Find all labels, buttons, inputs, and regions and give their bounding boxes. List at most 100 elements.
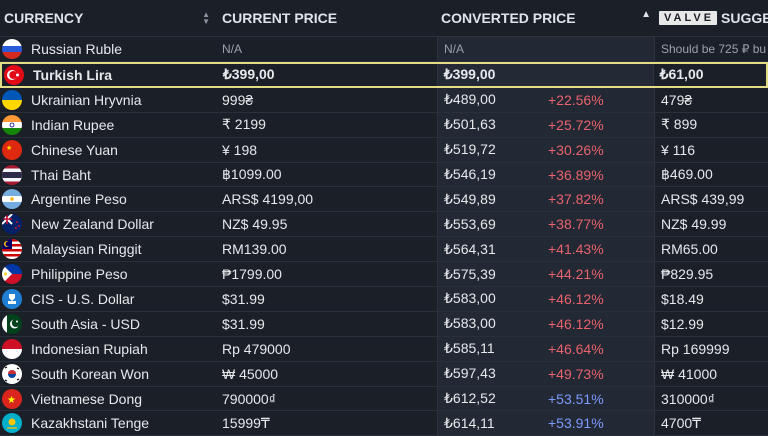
- converted-price-cell: ₺585,11 +46.64%: [437, 336, 655, 361]
- suggested-price-cell: ₱829.95: [661, 266, 714, 283]
- suggested-price-cell: 310000₫: [661, 390, 715, 407]
- converted-price-cell: ₺612,52 +53.51%: [437, 386, 655, 411]
- currency-cell: Philippine Peso: [0, 262, 218, 286]
- converted-price-cell: ₺583,00 +46.12%: [437, 287, 655, 311]
- column-header-label: SUGGE: [721, 10, 768, 26]
- currency-name: Vietnamese Dong: [31, 390, 143, 407]
- current-price-cell: ₩ 45000: [222, 365, 279, 382]
- column-header-current-price[interactable]: CURRENT PRICE: [218, 0, 437, 36]
- cis-flag-icon: [2, 288, 22, 309]
- price-difference: +46.64%: [548, 340, 604, 357]
- price-difference: +41.43%: [548, 241, 604, 258]
- new-zealand-flag-icon: [2, 214, 22, 235]
- price-difference: +46.12%: [548, 290, 604, 307]
- table-header: CURRENCY ▲ ▼ CURRENT PRICE CONVERTED PRIC…: [0, 0, 768, 37]
- current-price-cell: Rp 479000: [222, 340, 291, 357]
- converted-price-cell: N/A: [437, 37, 655, 61]
- converted-price-cell: ₺399,00: [436, 63, 654, 86]
- converted-price: ₺614,11: [444, 414, 495, 431]
- converted-price-cell: ₺597,43 +49.73%: [437, 361, 655, 386]
- suggested-price-cell: ₹ 899: [661, 116, 698, 133]
- table-row[interactable]: Ukrainian Hryvnia 999₴ ₺489,00 +22.56% 47…: [0, 87, 768, 113]
- current-price-cell: RM139.00: [222, 241, 287, 258]
- table-row[interactable]: Thai Baht ฿1099.00 ₺546,19 +36.89% ฿469.0…: [0, 162, 768, 188]
- suggested-price-cell: ฿469.00: [661, 166, 713, 182]
- price-difference: +25.72%: [548, 116, 604, 133]
- price-difference: +37.82%: [548, 191, 604, 208]
- converted-price: ₺549,89: [444, 190, 496, 207]
- converted-price-cell: ₺583,00 +46.12%: [437, 311, 655, 336]
- current-price-cell: $31.99: [222, 315, 265, 332]
- converted-price: ₺546,19: [444, 166, 496, 182]
- suggested-price-cell: RM65.00: [661, 241, 718, 258]
- table-row[interactable]: Malaysian Ringgit RM139.00 ₺564,31 +41.43…: [0, 237, 768, 263]
- currency-cell: Thai Baht: [0, 163, 218, 187]
- indonesia-flag-icon: [2, 338, 22, 359]
- currency-name: Kazakhstani Tenge: [31, 415, 150, 432]
- currency-name: Indonesian Rupiah: [31, 340, 148, 357]
- table-row[interactable]: New Zealand Dollar NZ$ 49.95 ₺553,69 +38.…: [0, 212, 768, 238]
- india-flag-icon: [2, 114, 22, 135]
- pakistan-flag-icon: [2, 313, 22, 334]
- suggested-price-cell: $12.99: [661, 315, 704, 332]
- kazakhstan-flag-icon: [2, 413, 22, 434]
- table-row[interactable]: ★ Vietnamese Dong 790000₫ ₺612,52 +53.51%…: [0, 386, 768, 412]
- converted-price: ₺501,63: [444, 116, 496, 133]
- converted-price: ₺583,00: [444, 290, 496, 307]
- table-row[interactable]: Russian Ruble N/A N/A Should be 725 ₽ bu: [0, 37, 768, 62]
- table-row[interactable]: ★ Chinese Yuan ¥ 198 ₺519,72 +30.26% ¥ 11…: [0, 137, 768, 163]
- current-price-cell: $31.99: [222, 290, 265, 307]
- converted-price: ₺399,00: [443, 66, 496, 83]
- table-row[interactable]: Argentine Peso ARS$ 4199,00 ₺549,89 +37.8…: [0, 187, 768, 213]
- table-row[interactable]: CIS - U.S. Dollar $31.99 ₺583,00 +46.12% …: [0, 287, 768, 312]
- price-difference: +53.91%: [548, 415, 604, 432]
- converted-price: ₺519,72: [444, 141, 496, 158]
- currency-name: Malaysian Ringgit: [31, 241, 142, 258]
- sort-ascending-icon[interactable]: ▲: [641, 9, 651, 20]
- price-difference: +49.73%: [548, 365, 604, 382]
- currency-name: Thai Baht: [31, 166, 91, 183]
- current-price-cell: N/A: [222, 41, 243, 56]
- currency-cell: CIS - U.S. Dollar: [0, 287, 218, 311]
- column-header-valve-suggested[interactable]: VALVE SUGGE: [655, 0, 768, 36]
- column-header-currency[interactable]: CURRENCY ▲ ▼: [0, 0, 218, 36]
- converted-price: ₺575,39: [444, 265, 496, 282]
- malaysia-flag-icon: [2, 239, 22, 260]
- suggested-price-cell: ₺61,00: [659, 66, 704, 83]
- suggested-price-cell: Should be 725 ₽ bu: [661, 41, 767, 56]
- price-difference: +36.89%: [548, 166, 604, 183]
- price-difference: +53.51%: [548, 390, 604, 407]
- converted-price: ₺564,31: [444, 240, 496, 257]
- table-row[interactable]: Indian Rupee ₹ 2199 ₺501,63 +25.72% ₹ 899: [0, 112, 768, 138]
- table-row[interactable]: Philippine Peso ₱1799.00 ₺575,39 +44.21% …: [0, 262, 768, 288]
- currency-name: Russian Ruble: [31, 40, 123, 57]
- suggested-price-cell: Rp 169999: [661, 340, 730, 357]
- price-difference: +30.26%: [548, 141, 604, 158]
- table-row[interactable]: Kazakhstani Tenge 15999₸ ₺614,11 +53.91% …: [0, 411, 768, 436]
- converted-price-cell: ₺519,72 +30.26%: [437, 137, 655, 162]
- currency-name: Philippine Peso: [31, 266, 128, 283]
- converted-price: ₺585,11: [444, 340, 495, 357]
- currency-cell: Ukrainian Hryvnia: [0, 88, 218, 112]
- column-header-label: CURRENT PRICE: [222, 10, 338, 26]
- converted-price: ₺489,00: [444, 91, 496, 108]
- svg-text:★: ★: [7, 395, 16, 406]
- current-price-cell: ₱1799.00: [222, 266, 282, 283]
- currency-name: Ukrainian Hryvnia: [31, 91, 142, 108]
- price-difference: +22.56%: [548, 91, 604, 108]
- currency-name: South Asia - USD: [31, 315, 140, 332]
- sort-toggle-icon[interactable]: ▲ ▼: [202, 10, 210, 26]
- converted-price-cell: ₺546,19 +36.89%: [437, 162, 655, 187]
- current-price-cell: 999₴: [222, 91, 254, 108]
- column-header-converted-price[interactable]: CONVERTED PRICE ▲: [437, 0, 655, 36]
- current-price-cell: ₹ 2199: [222, 116, 266, 133]
- table-row[interactable]: South Asia - USD $31.99 ₺583,00 +46.12% $…: [0, 311, 768, 337]
- table-row[interactable]: South Korean Won ₩ 45000 ₺597,43 +49.73% …: [0, 361, 768, 387]
- currency-cell: Indian Rupee: [0, 113, 218, 137]
- suggested-price-cell: 479₴: [661, 91, 693, 108]
- table-row[interactable]: Indonesian Rupiah Rp 479000 ₺585,11 +46.6…: [0, 336, 768, 362]
- currency-cell: ★ Vietnamese Dong: [0, 387, 218, 411]
- table-row[interactable]: Turkish Lira ₺399,00 ₺399,00 ₺61,00: [0, 61, 768, 88]
- current-price-cell: ฿1099.00: [222, 166, 282, 182]
- suggested-price-cell: ₩ 41000: [661, 365, 718, 382]
